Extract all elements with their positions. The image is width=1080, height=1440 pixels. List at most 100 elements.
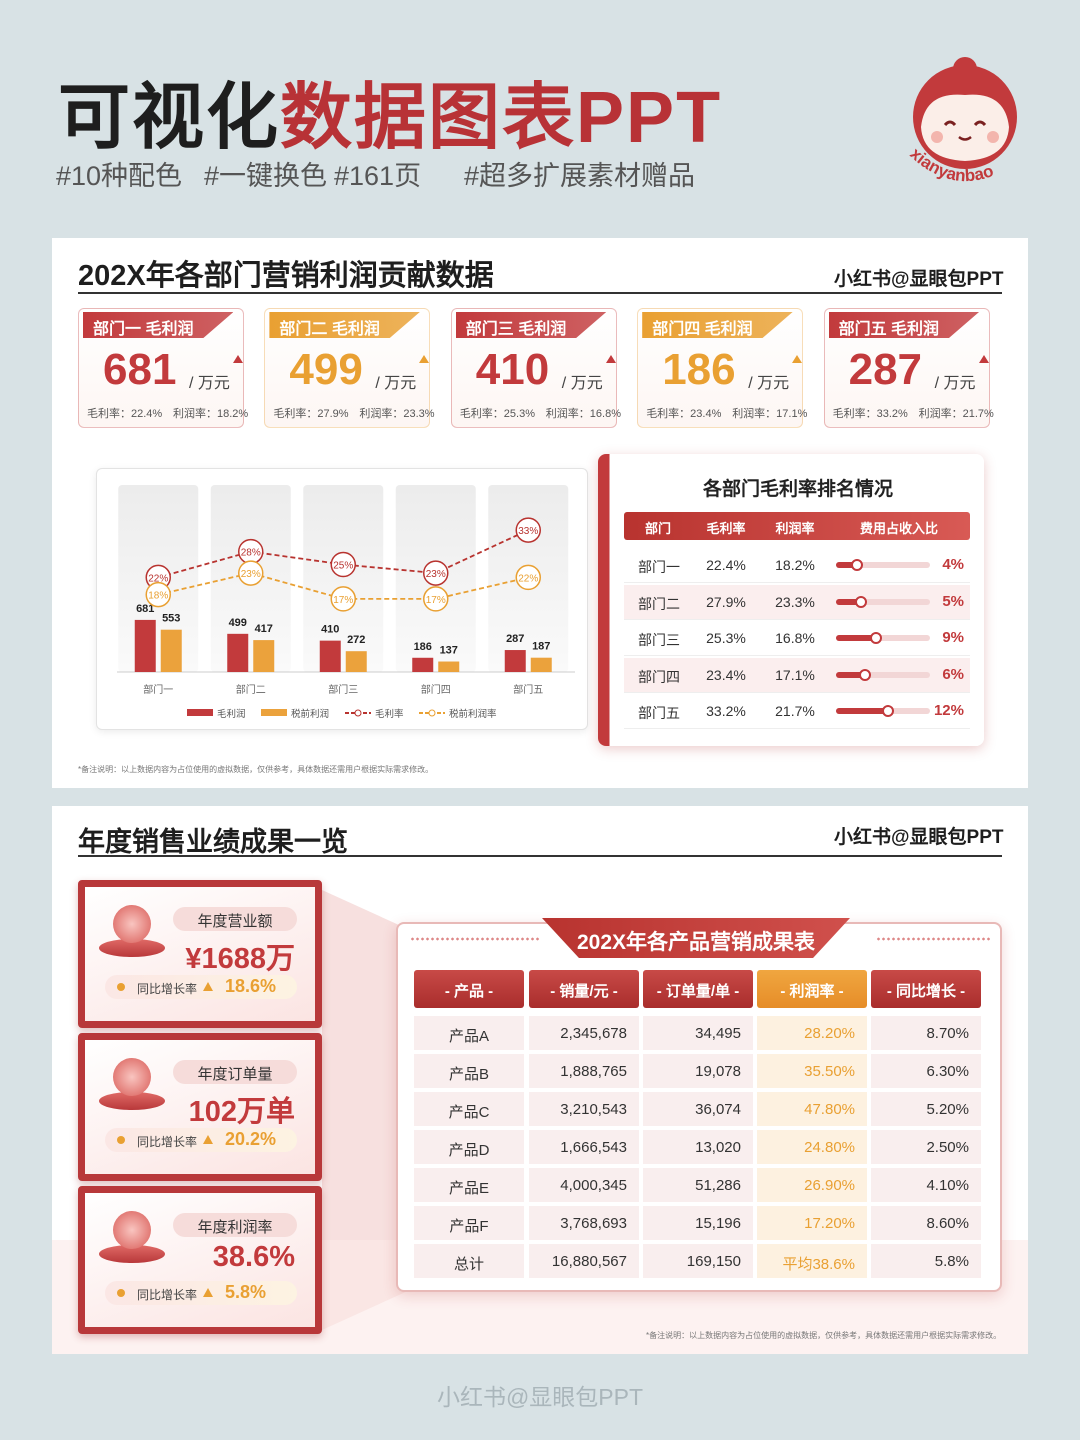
line-point	[238, 560, 264, 586]
section-1-rule	[78, 292, 1002, 294]
point-label: 23%	[426, 569, 446, 580]
bar	[227, 633, 249, 672]
table-cell-text: 平均38.6%	[782, 1256, 855, 1273]
card-gross: 毛利率：23.4%	[646, 408, 722, 420]
legend-label: 毛利率	[375, 708, 404, 720]
ranking-profit: 18.2%	[775, 557, 815, 573]
kpi-growth-label: 同比增长率	[137, 1135, 198, 1149]
card-gross: 毛利率：27.9%	[273, 408, 349, 420]
logo-mouth	[958, 135, 972, 141]
kpi-growth: 5.8%	[225, 1282, 267, 1302]
table-panel: 202X年各产品营销成果表 - 产品 - - 销量/元 - - 订单量/单 - - 利润…	[396, 918, 1002, 1292]
bar-label: 186	[414, 641, 432, 653]
kpi-arrow	[203, 1288, 213, 1297]
point-label: 18%	[148, 591, 168, 602]
ranking-row-line	[624, 655, 970, 656]
kpi-growth-pill	[105, 1128, 297, 1152]
table-cell-text: 产品A	[448, 1028, 489, 1045]
card-unit: / 万元	[748, 375, 790, 392]
ranking-row-line	[624, 728, 970, 729]
point-label: 17%	[426, 595, 446, 606]
logo: xianyanbao	[906, 57, 1017, 185]
point-label: 33%	[518, 526, 538, 537]
table-cell	[871, 1054, 981, 1088]
kpi-growth-pill	[105, 1281, 297, 1305]
table-cell	[757, 1168, 867, 1202]
bar	[504, 650, 526, 672]
table-cell	[414, 1054, 524, 1088]
bar-label: 417	[255, 623, 273, 635]
slider-knob	[851, 559, 864, 571]
slider-knob	[855, 595, 867, 608]
line-point	[145, 581, 171, 608]
kpi-card: 部门四 毛利润 186 / 万元 毛利率：23.4% 利润率：17.1%	[637, 308, 807, 428]
table-cell	[643, 1054, 753, 1088]
point-label: 23%	[241, 569, 261, 580]
kpi-value: 102万单	[188, 1096, 295, 1128]
ranking-row-line	[624, 691, 970, 693]
ranking-gross: 23.4%	[706, 666, 746, 683]
legend-swatch	[187, 709, 213, 716]
ranking-gross: 22.4%	[706, 557, 746, 573]
slider-fill	[836, 671, 865, 678]
table-cell-text: 产品D	[448, 1142, 490, 1159]
table-cell-text: 3,210,543	[560, 1101, 627, 1118]
card-unit: / 万元	[189, 375, 230, 392]
bar-label: 681	[136, 603, 154, 615]
line-point	[423, 560, 449, 586]
table-cell-text: 4.10%	[926, 1177, 969, 1194]
ranking-row-line	[624, 618, 970, 620]
kpi-dot	[117, 1289, 125, 1297]
table-header-text: - 利润率 -	[780, 983, 844, 1000]
slider-fill	[836, 598, 861, 605]
kpi-box: 年度营业额 ¥1688万 同比增长率 18.6%	[78, 880, 322, 1028]
table-cell-text: 1,888,765	[560, 1063, 627, 1080]
card-label: 部门一 毛利润	[83, 312, 234, 338]
table-cell	[529, 1168, 639, 1202]
x-tick-label: 部门三	[328, 683, 358, 696]
logo-blush	[987, 131, 999, 143]
table-cell-text: 产品E	[448, 1180, 489, 1197]
table-cell	[414, 1016, 524, 1050]
table-cell-text: 2,345,678	[560, 1025, 627, 1042]
card-gross: 毛利率：25.3%	[459, 408, 535, 420]
table-cell-text: 产品B	[448, 1066, 489, 1083]
table-header	[529, 970, 639, 1008]
page-title: 可视化数据图表PPT	[58, 58, 722, 163]
line-point	[330, 586, 356, 612]
kpi-arrow	[203, 1135, 213, 1144]
table-cell	[757, 1016, 867, 1050]
table-cell-text: 16,880,567	[551, 1253, 627, 1270]
table-cell	[529, 1206, 639, 1240]
legend-swatch	[428, 709, 436, 717]
table-cell	[529, 1054, 639, 1088]
ranking-header: 利润率	[775, 521, 815, 536]
footer: 小红书@显眼包PPT	[436, 1384, 644, 1410]
slider-knob	[881, 705, 894, 717]
point-label: 28%	[241, 548, 261, 559]
ranking-profit: 21.7%	[775, 703, 815, 719]
table-cell-text: 36,074	[695, 1101, 741, 1118]
table-header	[643, 970, 753, 1008]
table-header-text: - 销量/元 -	[550, 983, 618, 1000]
table-cell	[643, 1244, 753, 1278]
table-cell	[757, 1130, 867, 1164]
kpi-growth-label: 同比增长率	[137, 1288, 198, 1302]
kpi-icon	[113, 1058, 151, 1096]
table-cell	[757, 1206, 867, 1240]
table-cell-text: 总计	[453, 1256, 484, 1273]
slider-knob	[870, 632, 883, 644]
bar-label: 499	[229, 617, 247, 629]
section-2-rule	[78, 855, 1002, 857]
title-dark: 可视化	[58, 78, 281, 158]
bar-label: 187	[532, 641, 550, 653]
table-cell-text: 19,078	[695, 1063, 741, 1080]
legend-label: 税前利润率	[449, 708, 497, 720]
card-arrow	[978, 355, 989, 363]
kpi-box: 年度订单量 102万单 同比增长率 20.2%	[78, 1033, 322, 1181]
table-cell	[414, 1130, 524, 1164]
table-cell-text: 28.20%	[804, 1025, 855, 1042]
chart: 部门一 部门二 部门三 部门四 部门五 681 499 410 186 287 553 417 272 1…	[117, 485, 575, 720]
kpi-icon	[113, 1211, 151, 1249]
x-tick-label: 部门五	[513, 683, 543, 696]
